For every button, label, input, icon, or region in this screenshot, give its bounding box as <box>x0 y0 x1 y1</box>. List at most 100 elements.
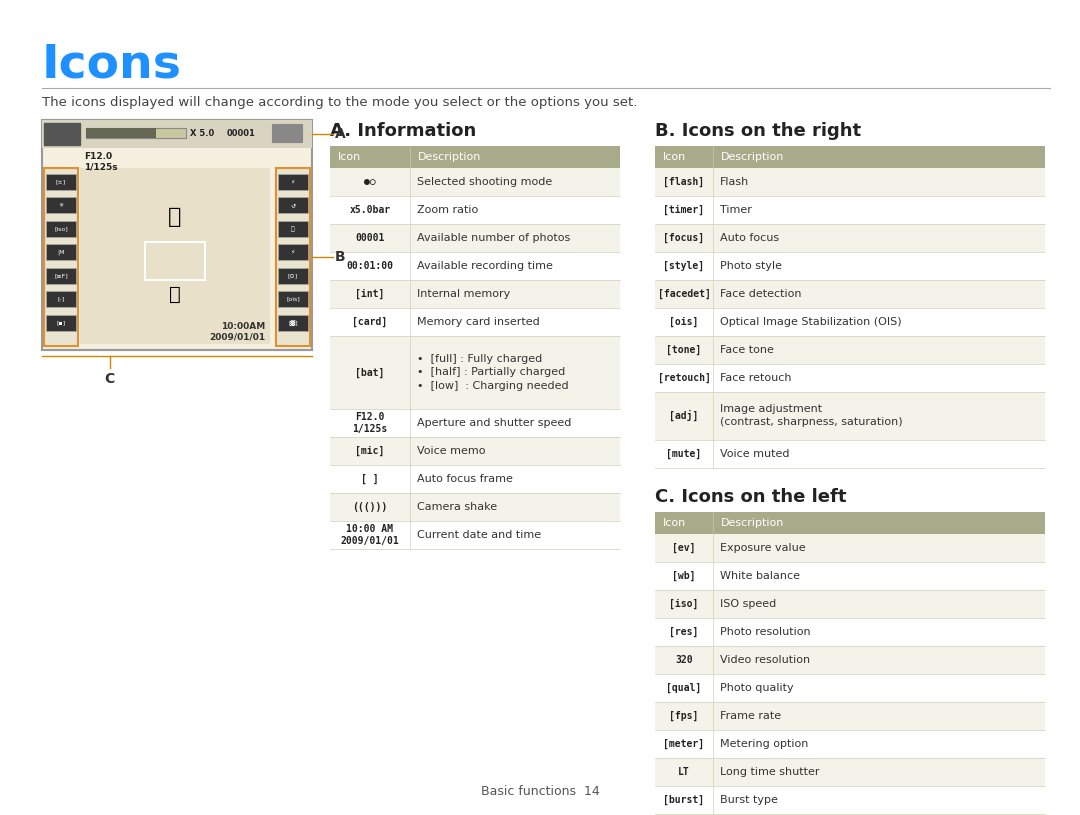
Bar <box>654 280 1045 308</box>
Bar <box>654 534 1045 562</box>
Text: Photo resolution: Photo resolution <box>720 627 811 637</box>
Bar <box>330 168 620 196</box>
Bar <box>330 437 620 465</box>
Bar <box>654 618 1045 645</box>
Bar <box>86 128 186 138</box>
Text: Available recording time: Available recording time <box>417 261 553 271</box>
Bar <box>330 146 620 168</box>
Bar <box>42 120 312 148</box>
Bar <box>46 244 76 260</box>
Text: [flash]: [flash] <box>663 177 704 187</box>
Bar <box>654 146 1045 168</box>
Text: Flash: Flash <box>720 177 750 187</box>
Text: Photo quality: Photo quality <box>720 683 794 693</box>
Bar <box>278 197 308 214</box>
Text: [⊙]: [⊙] <box>288 273 298 278</box>
Text: [tone]: [tone] <box>666 345 702 355</box>
Text: 👋: 👋 <box>170 285 180 304</box>
Text: A. Information: A. Information <box>330 122 476 140</box>
Bar <box>278 174 308 190</box>
Text: Video resolution: Video resolution <box>720 654 810 664</box>
Bar <box>330 224 620 252</box>
Text: White balance: White balance <box>720 570 800 580</box>
Text: x5.0bar: x5.0bar <box>350 205 391 215</box>
Text: The icons displayed will change according to the mode you select or the options : The icons displayed will change accordin… <box>42 96 637 109</box>
Text: [timer]: [timer] <box>663 205 704 215</box>
Text: [≡F]: [≡F] <box>54 273 68 278</box>
Bar <box>654 562 1045 589</box>
Bar <box>654 224 1045 252</box>
Bar <box>654 252 1045 280</box>
Bar <box>46 291 76 307</box>
Text: [ois]: [ois] <box>286 297 300 302</box>
Text: Optical Image Stabilization (OIS): Optical Image Stabilization (OIS) <box>720 317 902 327</box>
Text: •  [full] : Fully charged
•  [half] : Partially charged
•  [low]  : Charging nee: • [full] : Fully charged • [half] : Part… <box>417 355 569 390</box>
Text: [focus]: [focus] <box>663 233 704 243</box>
Bar <box>42 120 312 350</box>
Text: Voice muted: Voice muted <box>720 448 789 459</box>
Text: B: B <box>335 250 346 264</box>
Text: 00001: 00001 <box>227 129 256 138</box>
Bar <box>654 589 1045 618</box>
Text: Current date and time: Current date and time <box>417 530 541 540</box>
Text: [burst]: [burst] <box>663 795 704 804</box>
Bar <box>278 291 308 307</box>
Text: [mute]: [mute] <box>666 448 702 459</box>
Text: Metering option: Metering option <box>720 738 808 749</box>
Text: Internal memory: Internal memory <box>417 289 510 299</box>
Bar <box>654 674 1045 702</box>
Bar <box>654 364 1045 392</box>
Text: [iso]: [iso] <box>670 598 699 609</box>
Text: [qual]: [qual] <box>666 682 702 693</box>
Bar <box>330 196 620 224</box>
Bar <box>330 308 620 336</box>
Text: Description: Description <box>721 518 784 527</box>
Text: [ev]: [ev] <box>672 543 696 553</box>
Bar <box>654 512 1045 534</box>
Text: [ ]: [ ] <box>361 474 379 484</box>
Text: Zoom ratio: Zoom ratio <box>417 205 478 215</box>
Text: C: C <box>105 372 114 386</box>
Text: [▪]: [▪] <box>56 320 66 325</box>
Text: [fps]: [fps] <box>670 711 699 720</box>
Text: Face tone: Face tone <box>720 345 774 355</box>
Bar <box>654 439 1045 468</box>
Text: ✳: ✳ <box>58 203 64 208</box>
Text: F12.0
1/125s: F12.0 1/125s <box>352 412 388 434</box>
Text: [meter]: [meter] <box>663 738 704 749</box>
Text: Photo style: Photo style <box>720 261 782 271</box>
Text: 10:00 AM
2009/01/01: 10:00 AM 2009/01/01 <box>340 524 400 545</box>
FancyBboxPatch shape <box>44 168 78 346</box>
Bar <box>654 392 1045 439</box>
Bar <box>654 758 1045 786</box>
Bar <box>654 645 1045 674</box>
Text: A: A <box>335 127 346 141</box>
Bar <box>654 308 1045 336</box>
Text: 00001: 00001 <box>355 233 384 243</box>
Text: Icon: Icon <box>338 152 361 162</box>
Text: Icon: Icon <box>663 152 686 162</box>
Text: Aperture and shutter speed: Aperture and shutter speed <box>417 418 571 428</box>
Text: |M: |M <box>57 249 65 255</box>
Text: ⚡: ⚡ <box>291 249 295 255</box>
Text: F12.0: F12.0 <box>84 152 112 161</box>
Bar <box>654 196 1045 224</box>
Text: 2009/01/01: 2009/01/01 <box>208 332 265 341</box>
Text: Frame rate: Frame rate <box>720 711 781 720</box>
Text: [facedet]: [facedet] <box>658 289 711 299</box>
Bar <box>654 729 1045 758</box>
Text: Memory card inserted: Memory card inserted <box>417 317 540 327</box>
Bar <box>278 267 308 284</box>
Text: Voice memo: Voice memo <box>417 446 486 456</box>
Text: [iso]: [iso] <box>54 227 68 231</box>
Text: Camera shake: Camera shake <box>417 502 497 512</box>
Bar <box>330 252 620 280</box>
Text: LT: LT <box>678 767 690 777</box>
Text: Face retouch: Face retouch <box>720 373 792 383</box>
Text: Long time shutter: Long time shutter <box>720 767 820 777</box>
Text: B. Icons on the right: B. Icons on the right <box>654 122 861 140</box>
Bar <box>46 221 76 237</box>
Text: ISO speed: ISO speed <box>720 598 777 609</box>
Text: [ois]: [ois] <box>670 317 699 327</box>
Text: [bat]: [bat] <box>355 368 384 377</box>
